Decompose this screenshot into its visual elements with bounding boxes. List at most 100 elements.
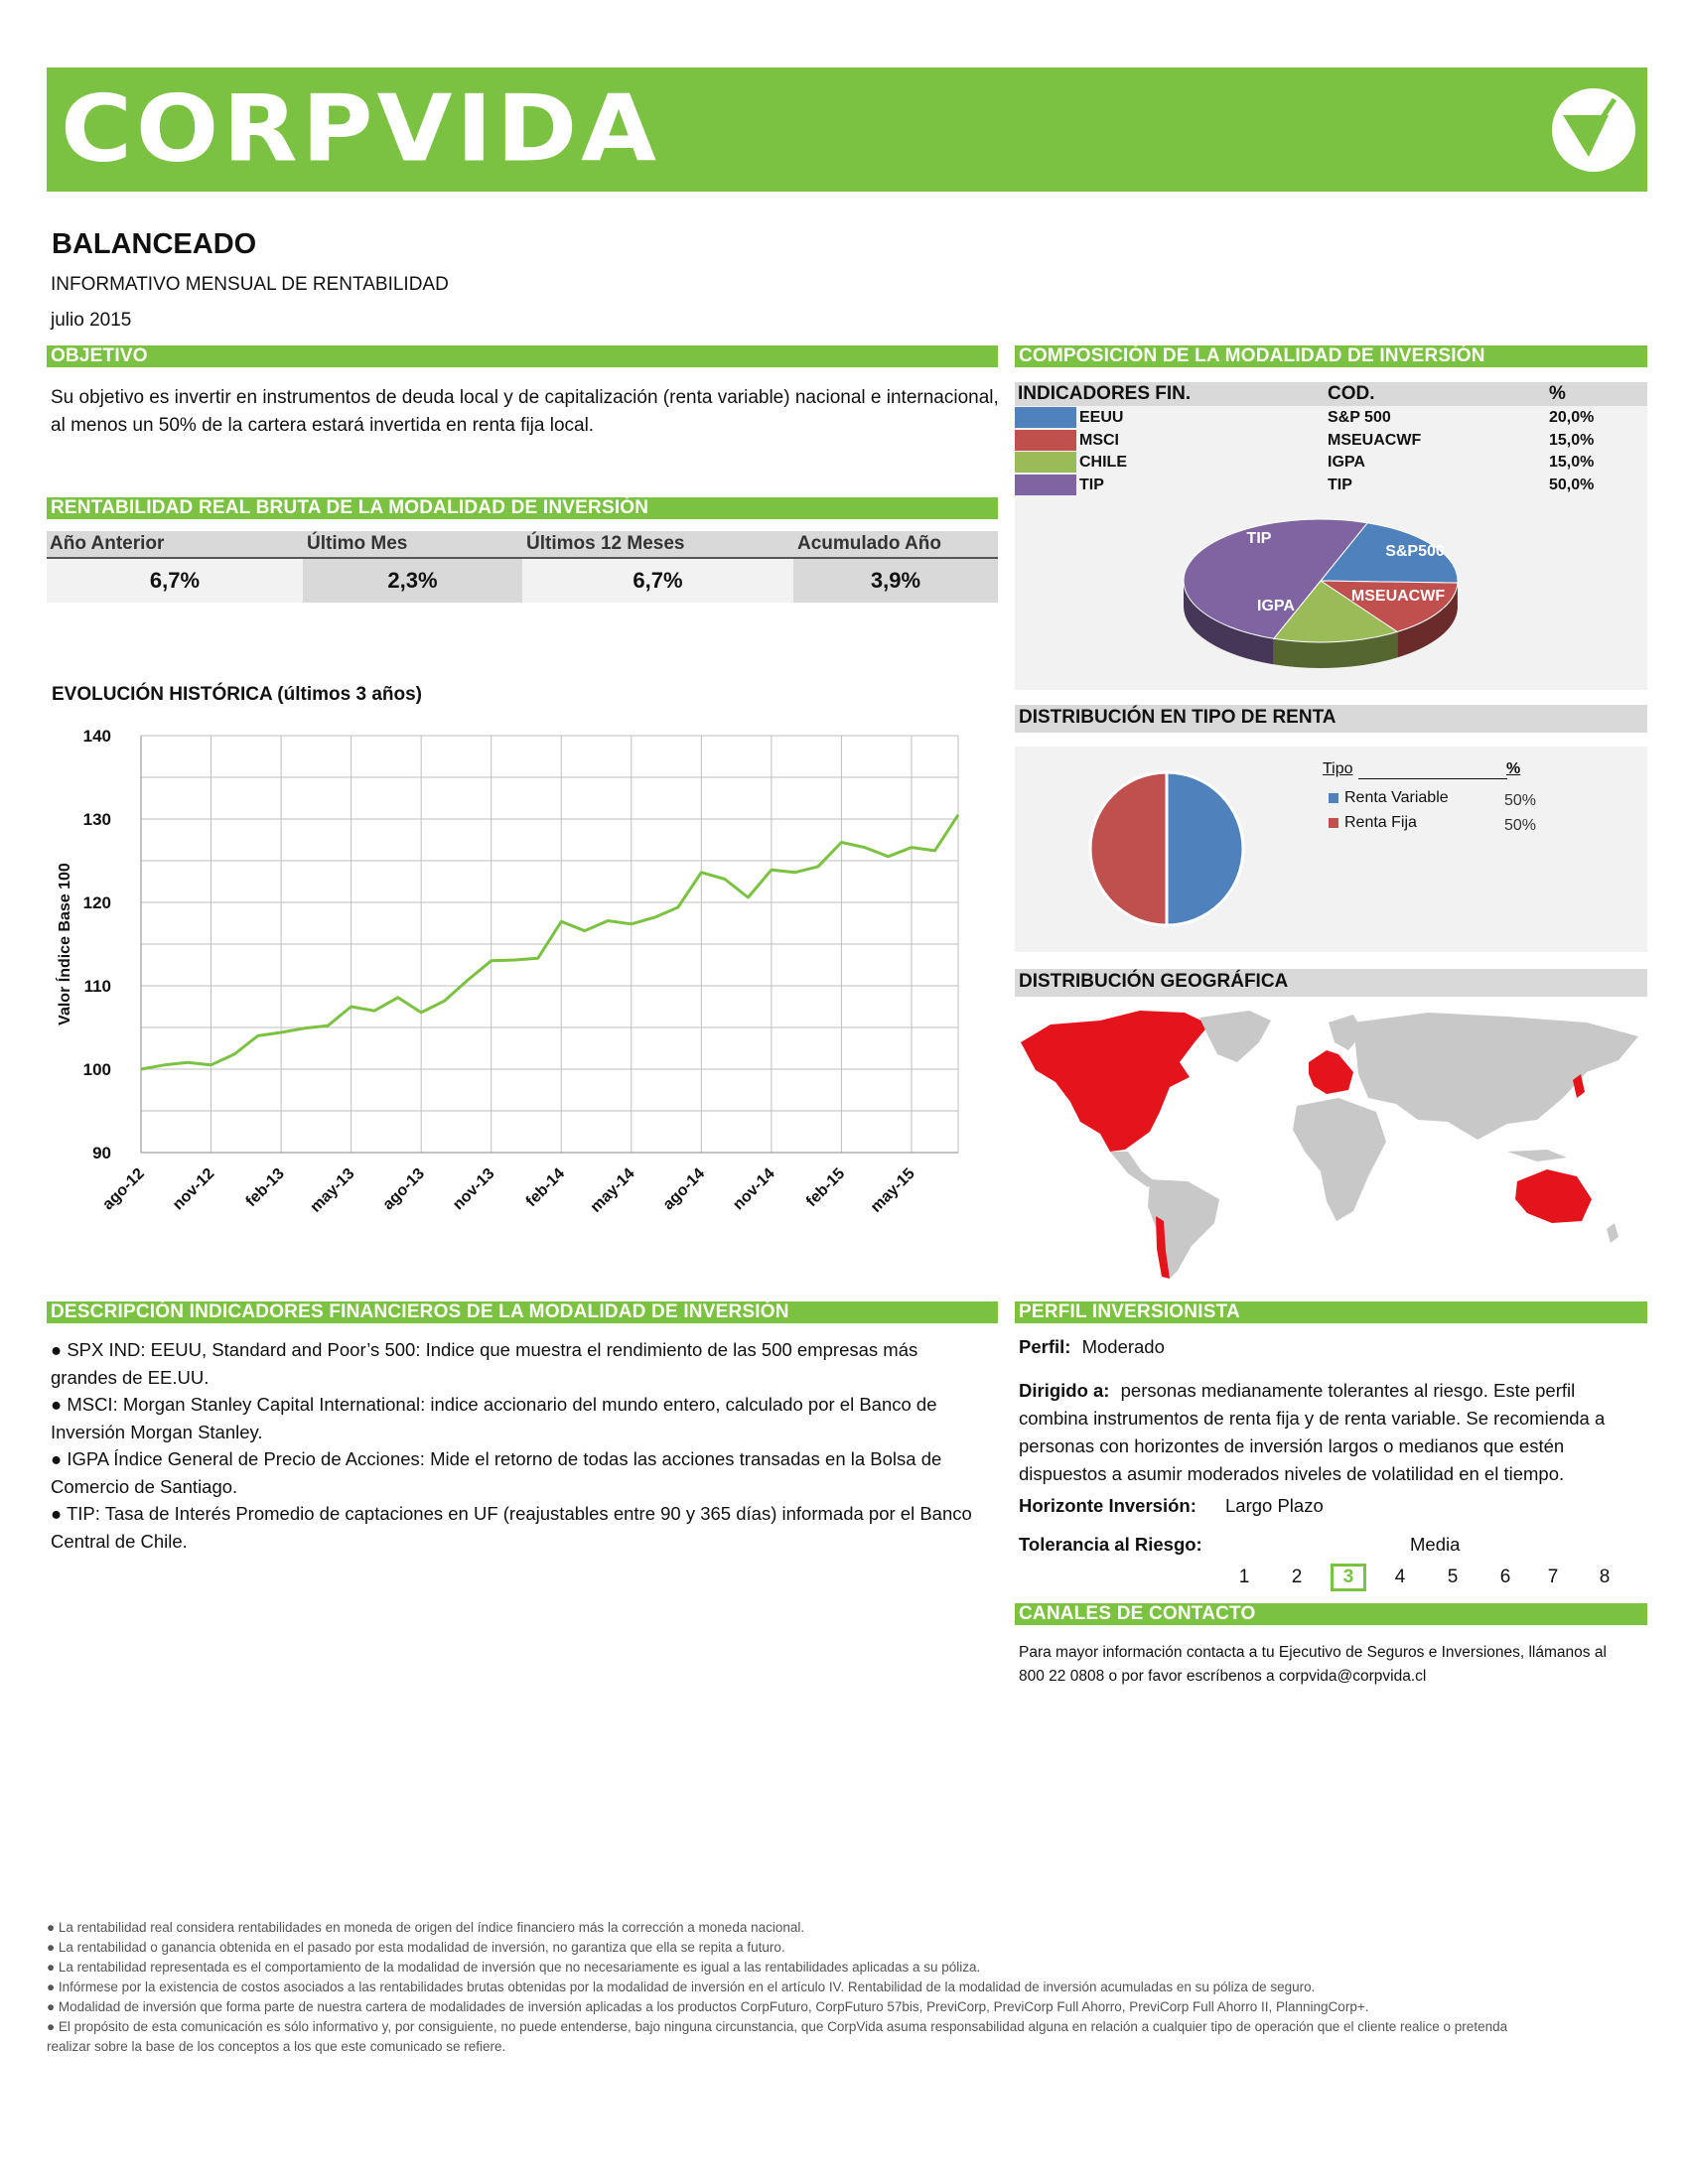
header-banner: CORPVIDA: [47, 68, 1647, 192]
page-title: BALANCEADO: [52, 228, 257, 260]
risk-level: 5: [1447, 1567, 1459, 1587]
pie-slice: [1319, 580, 1459, 632]
col-acumulado: Acumulado Año: [797, 533, 941, 554]
composicion-pct: 20,0%: [1549, 409, 1595, 426]
rentabilidad-header-row: [47, 531, 998, 559]
renta-heading: DISTRIBUCIÓN EN TIPO DE RENTA: [1015, 705, 1647, 733]
x-tick-label: ago-13: [380, 1165, 429, 1214]
x-tick-label: nov-14: [730, 1165, 778, 1214]
map-africa: [1293, 1098, 1386, 1221]
risk-level: 4: [1394, 1567, 1406, 1587]
renta-name: Renta Variable: [1344, 789, 1449, 806]
perfil-value: Moderado: [1081, 1336, 1165, 1357]
chart-title: EVOLUCIÓN HISTÓRICA (últimos 3 años): [52, 684, 422, 705]
risk-level: 2: [1291, 1567, 1303, 1587]
value-ultimos-12: 6,7%: [522, 559, 793, 603]
risk-level: 1: [1238, 1567, 1250, 1587]
horizonte-value: Largo Plazo: [1225, 1495, 1324, 1516]
col-indicadores: INDICADORES FIN.: [1018, 383, 1192, 404]
composicion-pct: 15,0%: [1549, 431, 1595, 449]
map-indonesia: [1507, 1150, 1567, 1161]
contacto-text: Para mayor información contacta a tu Eje…: [1019, 1644, 1607, 1685]
report-date: julio 2015: [51, 310, 132, 331]
descripcion-item: ● IGPA Índice General de Precio de Accio…: [51, 1448, 942, 1469]
pie-slice: [1183, 518, 1369, 639]
renta-slice: [1088, 770, 1169, 927]
descripcion-item-cont: Comercio de Santiago.: [51, 1475, 238, 1497]
descripcion-item-cont: Central de Chile.: [51, 1530, 188, 1552]
composicion-cod: TIP: [1328, 476, 1352, 493]
descripcion-item: ● TIP: Tasa de Interés Promedio de capta…: [51, 1503, 972, 1524]
x-tick-label: may-14: [588, 1165, 638, 1216]
map-new-zealand: [1607, 1223, 1618, 1243]
composicion-pct: 15,0%: [1549, 454, 1595, 471]
composicion-swatch: [1015, 429, 1076, 451]
objetivo-heading: OBJETIVO: [47, 345, 998, 367]
composicion-name: MSCI: [1079, 431, 1119, 449]
x-tick-label: may-15: [868, 1165, 918, 1216]
map-asia: [1353, 1013, 1638, 1140]
tolerancia-value: Media: [1410, 1534, 1461, 1555]
x-tick-label: may-13: [307, 1165, 357, 1216]
x-tick-label: feb-14: [523, 1165, 568, 1210]
pie-label: TIP: [1247, 530, 1272, 547]
perfil-label: Perfil:: [1019, 1336, 1071, 1357]
pie-label: S&P500: [1385, 543, 1445, 560]
perfil-heading: PERFIL INVERSIONISTA: [1015, 1301, 1647, 1323]
renta-pie: [1088, 770, 1245, 927]
map-japan: [1573, 1074, 1585, 1098]
line-chart: 90 100 110 120 130 140 ago-12 nov-12 feb-13 may-1…: [55, 727, 960, 1216]
composicion-swatch: [1015, 474, 1076, 495]
y-tick-label: 130: [83, 810, 111, 829]
composicion-pie: TIP S&P500 MSEUACWF IGPA: [1183, 518, 1459, 668]
x-tick-label: feb-15: [803, 1165, 848, 1210]
composicion-name: EEUU: [1079, 409, 1124, 426]
composicion-name: TIP: [1079, 476, 1104, 493]
composicion-cod: S&P 500: [1328, 409, 1391, 426]
pie-slice: [1272, 580, 1399, 643]
descripcion-item: ● MSCI: Morgan Stanley Capital Internati…: [51, 1394, 937, 1415]
renta-col-pct: %: [1506, 760, 1521, 777]
renta-pct: 50%: [1504, 817, 1537, 834]
footer-note: ● La rentabilidad o ganancia obtenida en…: [47, 1940, 785, 1955]
contacto-heading: CANALES DE CONTACTO: [1015, 1603, 1647, 1625]
value-ultimo-mes: 2,3%: [303, 559, 522, 603]
composicion-swatch: [1015, 407, 1076, 428]
footer-notes: ● La rentabilidad real considera rentabi…: [47, 1918, 1635, 2057]
footer-note: ● La rentabilidad real considera rentabi…: [47, 1920, 805, 1935]
pie-slice: [1319, 522, 1459, 584]
renta-name: Renta Fija: [1344, 814, 1417, 831]
col-ano-anterior: Año Anterior: [50, 533, 165, 554]
descripcion-item-cont: grandes de EE.UU.: [51, 1366, 210, 1388]
y-tick-label: 90: [92, 1144, 111, 1162]
pie-label: MSEUACWF: [1351, 588, 1445, 605]
series-line: [140, 813, 960, 1071]
descripcion-item-cont: Inversión Morgan Stanley.: [51, 1421, 263, 1442]
rentabilidad-heading: RENTABILIDAD REAL BRUTA DE LA MODALIDAD …: [47, 497, 998, 519]
y-axis-label: Valor Índice Base 100: [55, 863, 73, 1025]
renta-slice: [1165, 770, 1245, 927]
check-circle-icon: [1552, 88, 1635, 172]
descripcion-item: ● SPX IND: EEUU, Standard and Poor’s 500…: [51, 1339, 918, 1360]
composicion-cod: IGPA: [1328, 454, 1365, 471]
map-australia: [1515, 1169, 1592, 1223]
risk-level: 8: [1599, 1567, 1611, 1587]
footer-note: ● El propósito de esta comunicación es s…: [47, 2019, 1508, 2034]
tolerancia-label: Tolerancia al Riesgo:: [1019, 1534, 1202, 1555]
footer-note: ● Modalidad de inversión que forma parte…: [47, 1999, 1369, 2014]
renta-underline: [1358, 778, 1507, 779]
page-subtitle: INFORMATIVO MENSUAL DE RENTABILIDAD: [51, 274, 449, 295]
geografica-heading: DISTRIBUCIÓN GEOGRÁFICA: [1015, 969, 1647, 997]
descripcion-heading: DESCRIPCIÓN INDICADORES FINANCIEROS DE L…: [47, 1301, 998, 1323]
perfil-row: Perfil: Moderado: [1019, 1336, 1165, 1358]
renta-pct: 50%: [1504, 792, 1537, 809]
y-tick-label: 110: [84, 977, 111, 996]
footer-note-cont: realizar sobre la base de los conceptos …: [47, 2039, 506, 2054]
composicion-pct: 50,0%: [1549, 476, 1595, 493]
risk-level: 6: [1499, 1567, 1511, 1587]
composicion-name: CHILE: [1079, 454, 1127, 471]
composicion-header: [1015, 382, 1647, 406]
risk-level: 7: [1547, 1567, 1559, 1587]
pie-side: [1273, 631, 1398, 668]
renta-col-tipo: Tipo: [1323, 760, 1353, 777]
